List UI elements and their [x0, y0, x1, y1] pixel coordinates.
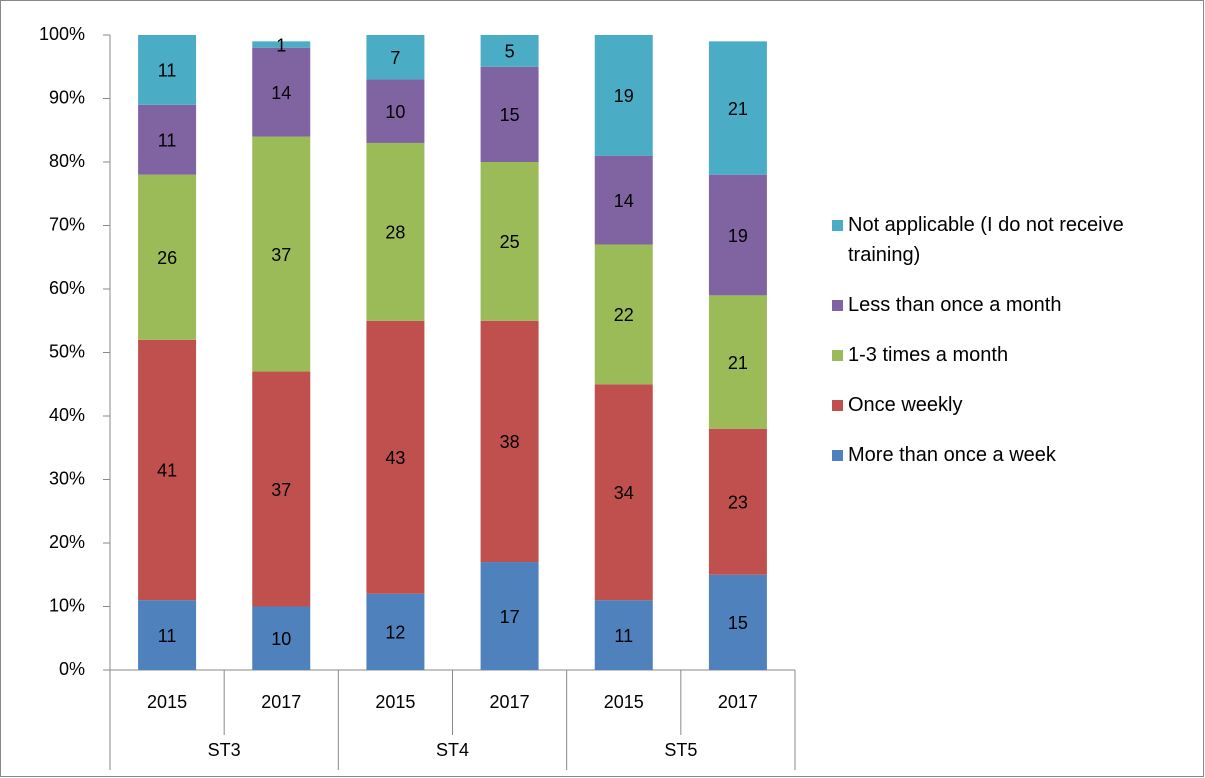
bar-segment: [366, 142, 425, 321]
bar-segment: [138, 35, 197, 105]
data-label: 25: [500, 232, 520, 252]
data-label: 28: [385, 223, 405, 243]
bar-segment: [252, 41, 311, 48]
y-tick-label: 30%: [49, 468, 85, 488]
data-label: 23: [728, 492, 748, 512]
bar-segment: [366, 593, 425, 670]
bar-segment: [252, 371, 311, 607]
bar-segment: [480, 66, 539, 162]
data-label: 10: [385, 102, 405, 122]
data-label: 11: [158, 626, 177, 646]
data-label: 11: [158, 131, 177, 151]
bar-segment: [138, 174, 197, 340]
bar-segment: [252, 606, 311, 670]
legend-item: Once weekly: [832, 390, 1192, 420]
legend-item: 1-3 times a month: [832, 340, 1192, 370]
bar-segment: [138, 104, 197, 175]
data-label: 7: [390, 48, 400, 68]
y-tick-label: 50%: [49, 341, 85, 361]
x-tick-label: 2017: [490, 692, 530, 712]
legend-item: Not applicable (I do not receive trainin…: [832, 210, 1192, 270]
data-label: 12: [385, 623, 405, 643]
legend-label: 1-3 times a month: [848, 344, 1009, 366]
data-label: 22: [614, 305, 634, 325]
data-label: 34: [614, 483, 634, 503]
bar-segment: [480, 562, 539, 670]
y-tick-label: 40%: [49, 405, 85, 425]
bar-segment: [708, 428, 767, 575]
data-label: 19: [728, 226, 748, 246]
data-label: 43: [385, 448, 405, 468]
bar-segment: [708, 174, 767, 296]
y-tick-label: 70%: [49, 214, 85, 234]
bar-segment: [480, 35, 539, 67]
legend-label: More than once a week: [848, 444, 1056, 466]
bar-segment: [708, 41, 767, 175]
data-label: 15: [500, 105, 520, 125]
y-tick-label: 10%: [49, 595, 85, 615]
y-tick-label: 90%: [49, 87, 85, 107]
data-label: 11: [158, 61, 177, 81]
data-label: 5: [505, 42, 515, 62]
bar-segment: [708, 574, 767, 670]
legend-swatch: [832, 450, 843, 461]
data-label: 11: [614, 626, 633, 646]
bar-segment: [480, 162, 539, 321]
data-label: 14: [614, 191, 634, 211]
group-label: ST4: [436, 740, 469, 760]
y-tick-label: 80%: [49, 151, 85, 171]
y-tick-label: 100%: [39, 24, 85, 44]
legend-swatch: [832, 300, 843, 311]
bar-segment: [594, 600, 653, 670]
bar-segment: [480, 320, 539, 563]
data-label: 26: [157, 248, 177, 268]
y-tick-label: 0%: [59, 659, 85, 679]
data-label: 37: [271, 245, 291, 265]
data-label: 10: [271, 629, 291, 649]
bar-segment: [252, 47, 311, 137]
group-label: ST3: [208, 740, 241, 760]
bar-segment: [138, 600, 197, 670]
data-label: 15: [728, 613, 748, 633]
data-label: 41: [157, 461, 177, 481]
bar-segment: [594, 35, 653, 156]
bar-segment: [366, 320, 425, 594]
x-tick-label: 2015: [604, 692, 644, 712]
legend-label: Not applicable (I do not receive trainin…: [848, 214, 1124, 266]
legend-label: Less than once a month: [848, 294, 1062, 316]
data-label: 21: [728, 353, 748, 373]
bar-segment: [594, 155, 653, 245]
x-tick-label: 2017: [718, 692, 758, 712]
bar-segment: [366, 79, 425, 143]
legend: Not applicable (I do not receive trainin…: [832, 210, 1192, 490]
x-tick-label: 2015: [147, 692, 187, 712]
x-tick-label: 2017: [261, 692, 301, 712]
y-tick-label: 60%: [49, 278, 85, 298]
bar-segment: [366, 35, 425, 80]
legend-item: Less than once a month: [832, 290, 1192, 320]
legend-swatch: [832, 400, 843, 411]
data-label: 38: [500, 432, 520, 452]
group-label: ST5: [664, 740, 697, 760]
bar-segment: [138, 339, 197, 601]
bar-segment: [594, 244, 653, 385]
data-label: 21: [728, 99, 748, 119]
data-label: 1: [276, 35, 286, 55]
bar-segment: [252, 136, 311, 372]
data-label: 14: [271, 83, 291, 103]
x-tick-label: 2015: [375, 692, 415, 712]
data-label: 17: [500, 607, 520, 627]
legend-label: Once weekly: [848, 394, 963, 416]
data-label: 37: [271, 480, 291, 500]
bar-segment: [594, 384, 653, 601]
data-label: 19: [614, 86, 634, 106]
legend-item: More than once a week: [832, 440, 1192, 470]
legend-swatch: [832, 220, 843, 231]
legend-swatch: [832, 350, 843, 361]
y-tick-label: 20%: [49, 532, 85, 552]
bar-segment: [708, 295, 767, 429]
